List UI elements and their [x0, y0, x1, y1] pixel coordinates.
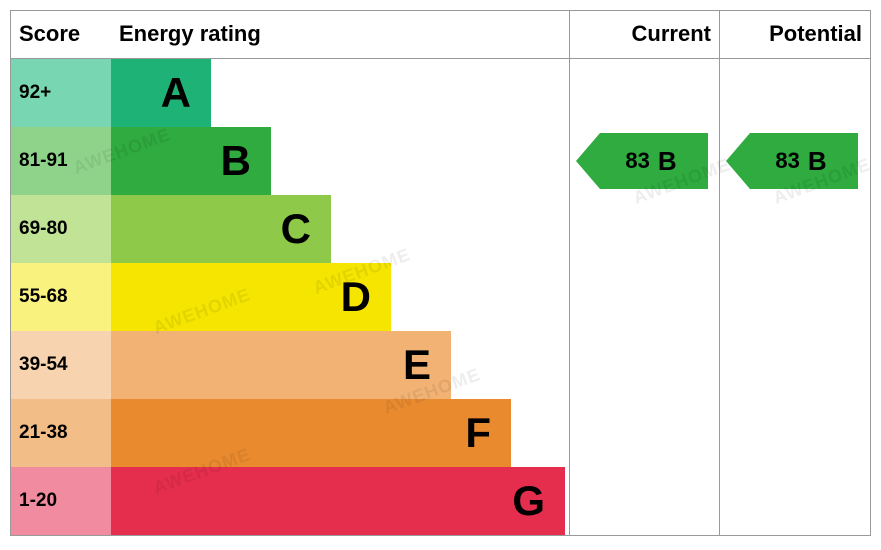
score-cell: 39-54 — [11, 331, 111, 399]
energy-rating-chart: Score Energy rating Current Potential 92… — [10, 10, 871, 536]
rating-letter: B — [221, 137, 251, 185]
header-current: Current — [570, 11, 720, 58]
current-pointer: 83 B — [576, 133, 708, 189]
rating-bar: F — [111, 399, 511, 467]
band-row: 81-91 B — [11, 127, 569, 195]
potential-pointer-letter: B — [808, 146, 827, 177]
score-cell: 81-91 — [11, 127, 111, 195]
rating-bar: B — [111, 127, 271, 195]
band-row: 1-20 G — [11, 467, 569, 535]
score-cell: 1-20 — [11, 467, 111, 535]
chart-body: 92+A81-91B69-80C55-68D39-54E21-38F1-20G … — [11, 59, 870, 535]
current-column: 83 B — [570, 59, 720, 535]
header-row: Score Energy rating Current Potential — [11, 11, 870, 59]
potential-column: 83 B — [720, 59, 870, 535]
rating-bar: A — [111, 59, 211, 127]
band-row: 69-80 C — [11, 195, 569, 263]
band-row: 21-38 F — [11, 399, 569, 467]
header-potential: Potential — [720, 11, 870, 58]
rating-letter: D — [341, 273, 371, 321]
potential-pointer: 83 B — [726, 133, 858, 189]
bars-column: 92+ A 81-91 B 69-80 C 55-68 D 39-54 E 21-38 F 1-20 G — [11, 59, 570, 535]
current-pointer-letter: B — [658, 146, 677, 177]
score-cell: 21-38 — [11, 399, 111, 467]
rating-letter: A — [161, 69, 191, 117]
header-rating: Energy rating — [111, 11, 570, 58]
potential-pointer-value: 83 — [775, 148, 799, 174]
rating-bar: C — [111, 195, 331, 263]
rating-letter: F — [465, 409, 491, 457]
score-cell: 69-80 — [11, 195, 111, 263]
rating-bar: D — [111, 263, 391, 331]
current-pointer-value: 83 — [625, 148, 649, 174]
rating-letter: C — [281, 205, 311, 253]
band-row: 92+ A — [11, 59, 569, 127]
rating-bar: E — [111, 331, 451, 399]
rating-bar: G — [111, 467, 565, 535]
score-cell: 92+ — [11, 59, 111, 127]
rating-letter: G — [512, 477, 545, 525]
band-row: 39-54 E — [11, 331, 569, 399]
rating-letter: E — [403, 341, 431, 389]
header-score: Score — [11, 11, 111, 58]
score-cell: 55-68 — [11, 263, 111, 331]
band-row: 55-68 D — [11, 263, 569, 331]
